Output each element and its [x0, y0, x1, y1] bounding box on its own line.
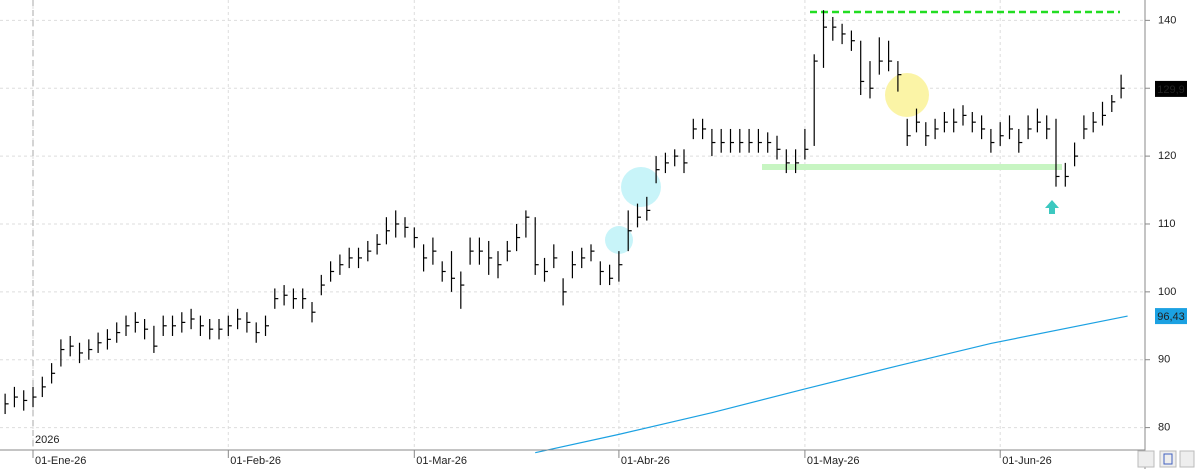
price-tag [1155, 308, 1187, 325]
price-tag-label: 96,43 [1157, 311, 1185, 323]
highlight-circle [885, 73, 929, 117]
zoom-button[interactable] [1137, 450, 1155, 468]
y-tick-label: 140 [1158, 14, 1176, 26]
up-arrow [1045, 200, 1059, 214]
x-tick-label: 01-Jun-26 [1002, 455, 1052, 467]
y-tick-label: 120 [1158, 150, 1176, 162]
x-tick-label: 01-Mar-26 [416, 455, 467, 467]
moving-average-line [535, 315, 1128, 454]
y-tick-label: 100 [1158, 286, 1176, 298]
menu-button[interactable] [1179, 450, 1195, 468]
y-tick-label: 80 [1158, 422, 1170, 434]
price-tag-label: 129,9 [1157, 84, 1185, 96]
highlight-circle [605, 226, 633, 254]
year-label: 2026 [35, 434, 59, 446]
x-tick-label: 01-Ene-26 [35, 455, 86, 467]
save-icon [1163, 453, 1173, 465]
y-tick-label: 110 [1158, 218, 1176, 230]
marks [4, 10, 1128, 454]
x-tick-label: 01-Abr-26 [621, 455, 670, 467]
price-tag [1155, 80, 1187, 97]
x-tick-label: 01-Feb-26 [230, 455, 281, 467]
x-tick-label: 01-May-26 [807, 455, 860, 467]
highlight-circle [621, 167, 661, 207]
labels: 809010011012013014001-Ene-2601-Feb-2601-… [32, 14, 1187, 467]
save-button[interactable] [1159, 450, 1177, 468]
y-tick-label: 90 [1158, 354, 1170, 366]
support-band [762, 164, 1062, 170]
